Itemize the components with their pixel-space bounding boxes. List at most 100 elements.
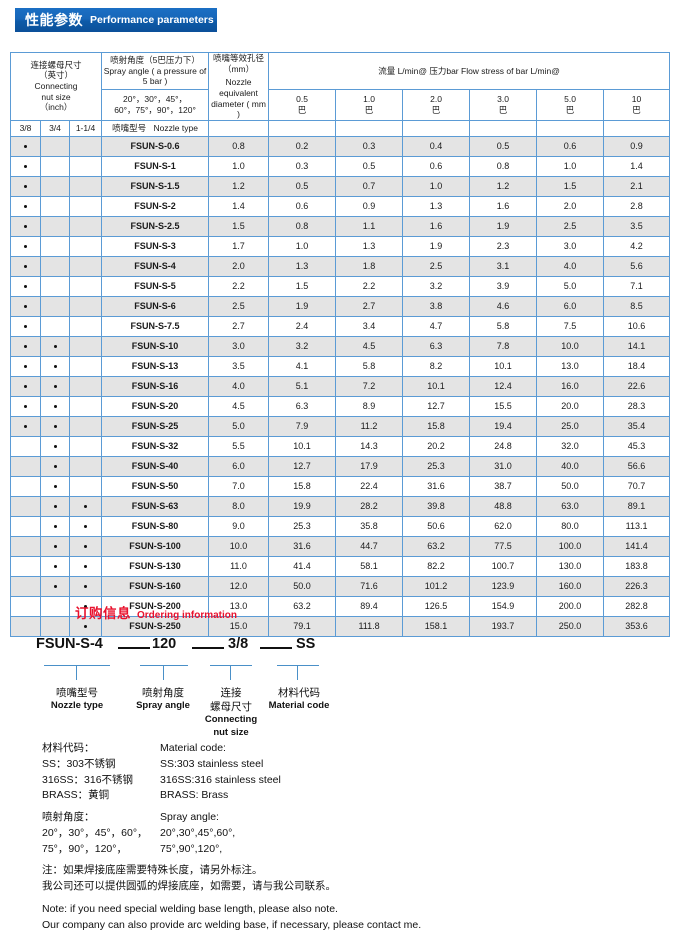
- flow-cell-3: 62.0: [469, 515, 538, 537]
- label-spray-angle-cn: 喷射角度: [142, 687, 184, 699]
- nozzle-diameter-cell: 2.0: [208, 255, 270, 277]
- nozzle-diameter-cell: 1.5: [208, 215, 270, 237]
- flow-cell-5: 7.1: [603, 275, 671, 297]
- nut-size-cell-1: [40, 575, 70, 597]
- nut-size-cell-0: [10, 335, 41, 357]
- nozzle-diameter-cell: 2.5: [208, 295, 270, 317]
- flow-cell-0: 31.6: [268, 535, 337, 557]
- nozzle-type-cell: FSUN-S-80: [101, 515, 210, 537]
- flow-cell-0: 0.2: [268, 135, 337, 157]
- pressure-value-0: 0.5: [296, 94, 308, 105]
- flow-cell-0: 79.1: [268, 615, 337, 637]
- bullet-dot-icon: [84, 584, 88, 588]
- flow-cell-1: 0.9: [335, 195, 404, 217]
- nozzle-type-cell: FSUN-S-13: [101, 355, 210, 377]
- flow-cell-4: 32.0: [536, 435, 605, 457]
- nut-size-cell-1: [40, 135, 70, 157]
- nozzle-type-cell: FSUN-S-0.6: [101, 135, 210, 157]
- flow-cell-3: 123.9: [469, 575, 538, 597]
- flow-cell-3: 0.8: [469, 155, 538, 177]
- header-row-3: 3/8 3/4 1-1/4 喷嘴型号 Nozzle type: [10, 119, 671, 137]
- nut-size-cell-1: [40, 455, 70, 477]
- nut-size-cell-2: [68, 155, 103, 177]
- flow-cell-1: 7.2: [335, 375, 404, 397]
- nut-size-cell-0: [10, 495, 41, 517]
- nut-size-cell-1: [40, 415, 70, 437]
- nut-size-cell-0: [10, 555, 41, 577]
- flow-cell-4: 63.0: [536, 495, 605, 517]
- flow-cell-5: 14.1: [603, 335, 671, 357]
- nut-size-cn-line2: （英寸）: [39, 70, 74, 81]
- nut-size-cell-2: [68, 615, 103, 637]
- table-row: FSUN-S-0.6 0.8 0.2 0.3 0.4 0.5 0.6 0.9: [10, 135, 671, 157]
- header-pressure-5: 10 巴: [603, 89, 671, 121]
- flow-cell-2: 31.6: [402, 475, 471, 497]
- nut-size-cell-1: [40, 355, 70, 377]
- header-flow-spacer-5: [603, 119, 671, 137]
- angle-values-line2: 60°，75°，90°，120°: [114, 104, 196, 115]
- code-token-nut-size: 3/8: [228, 636, 249, 652]
- flow-cell-5: 5.6: [603, 255, 671, 277]
- nozzle-type-cell: FSUN-S-2.5: [101, 215, 210, 237]
- flow-cell-1: 111.8: [335, 615, 404, 637]
- nut-size-cell-0: [10, 255, 41, 277]
- nut-size-cell-1: [40, 215, 70, 237]
- nozzle-diameter-cell: 3.0: [208, 335, 270, 357]
- table-row: FSUN-S-25 5.0 7.9 11.2 15.8 19.4 25.0 35.4: [10, 415, 671, 437]
- nut-size-cell-2: [68, 335, 103, 357]
- nut-size-cell-0: [10, 455, 41, 477]
- nozzle-type-cell: FSUN-S-160: [101, 575, 210, 597]
- pressure-unit-3: 巴: [498, 104, 508, 115]
- flow-cell-5: 353.6: [603, 615, 671, 637]
- flow-cell-5: 70.7: [603, 475, 671, 497]
- nut-size-en-line2: nut size: [41, 91, 71, 102]
- bullet-dot-icon: [24, 144, 27, 148]
- nut-size-cell-0: [10, 195, 41, 217]
- bullet-dot-icon: [24, 324, 27, 328]
- table-row: FSUN-S-16 4.0 5.1 7.2 10.1 12.4 16.0 22.6: [10, 375, 671, 397]
- flow-cell-5: 1.4: [603, 155, 671, 177]
- nut-size-cell-2: [68, 595, 103, 617]
- nut-size-cell-0: [10, 215, 41, 237]
- bullet-dot-icon: [24, 344, 27, 348]
- label-spray-angle: 喷射角度 Spray angle: [126, 686, 200, 713]
- flow-cell-4: 40.0: [536, 455, 605, 477]
- nozzle-type-cell: FSUN-S-40: [101, 455, 210, 477]
- flow-cell-4: 1.0: [536, 155, 605, 177]
- flow-cell-3: 24.8: [469, 435, 538, 457]
- nut-size-cell-1: [40, 255, 70, 277]
- nut-size-cell-2: [68, 435, 103, 457]
- flow-cell-4: 130.0: [536, 555, 605, 577]
- nut-size-cell-2: [68, 555, 103, 577]
- performance-table: 连接螺母尺寸 （英寸） Connecting nut size （inch） 喷…: [9, 51, 671, 637]
- nozzle-type-cell: FSUN-S-130: [101, 555, 210, 577]
- flow-cell-0: 5.1: [268, 375, 337, 397]
- nut-size-cell-1: [40, 195, 70, 217]
- flow-cell-0: 41.4: [268, 555, 337, 577]
- flow-cell-3: 77.5: [469, 535, 538, 557]
- flow-cell-2: 10.1: [402, 375, 471, 397]
- nut-size-cell-2: [68, 515, 103, 537]
- flow-cell-3: 38.7: [469, 475, 538, 497]
- code-dash-3: [260, 647, 292, 649]
- nut-size-cell-2: [68, 315, 103, 337]
- nut-size-cell-2: [68, 175, 103, 197]
- spray-angle-legend-cn: 喷射角度： 20°，30°，45°，60°， 75°，90°，120°，: [42, 811, 148, 855]
- flow-cell-5: 8.5: [603, 295, 671, 317]
- bullet-dot-icon: [53, 504, 57, 508]
- nut-size-en-line3: （inch）: [39, 102, 73, 113]
- nozzle-diameter-cell: 2.2: [208, 275, 270, 297]
- code-token-material: SS: [296, 636, 316, 652]
- bullet-dot-icon: [53, 484, 57, 488]
- flow-cell-5: 226.3: [603, 575, 671, 597]
- header-pressure-3: 3.0 巴: [469, 89, 538, 121]
- bullet-dot-icon: [53, 464, 57, 468]
- bullet-dot-icon: [24, 284, 27, 288]
- flow-cell-2: 15.8: [402, 415, 471, 437]
- nut-size-cell-1: [40, 615, 70, 637]
- flow-cell-5: 282.8: [603, 595, 671, 617]
- nut-size-cell-2: [68, 475, 103, 497]
- table-row: FSUN-S-40 6.0 12.7 17.9 25.3 31.0 40.0 56.6: [10, 455, 671, 477]
- nut-size-cell-1: [40, 515, 70, 537]
- flow-cell-4: 16.0: [536, 375, 605, 397]
